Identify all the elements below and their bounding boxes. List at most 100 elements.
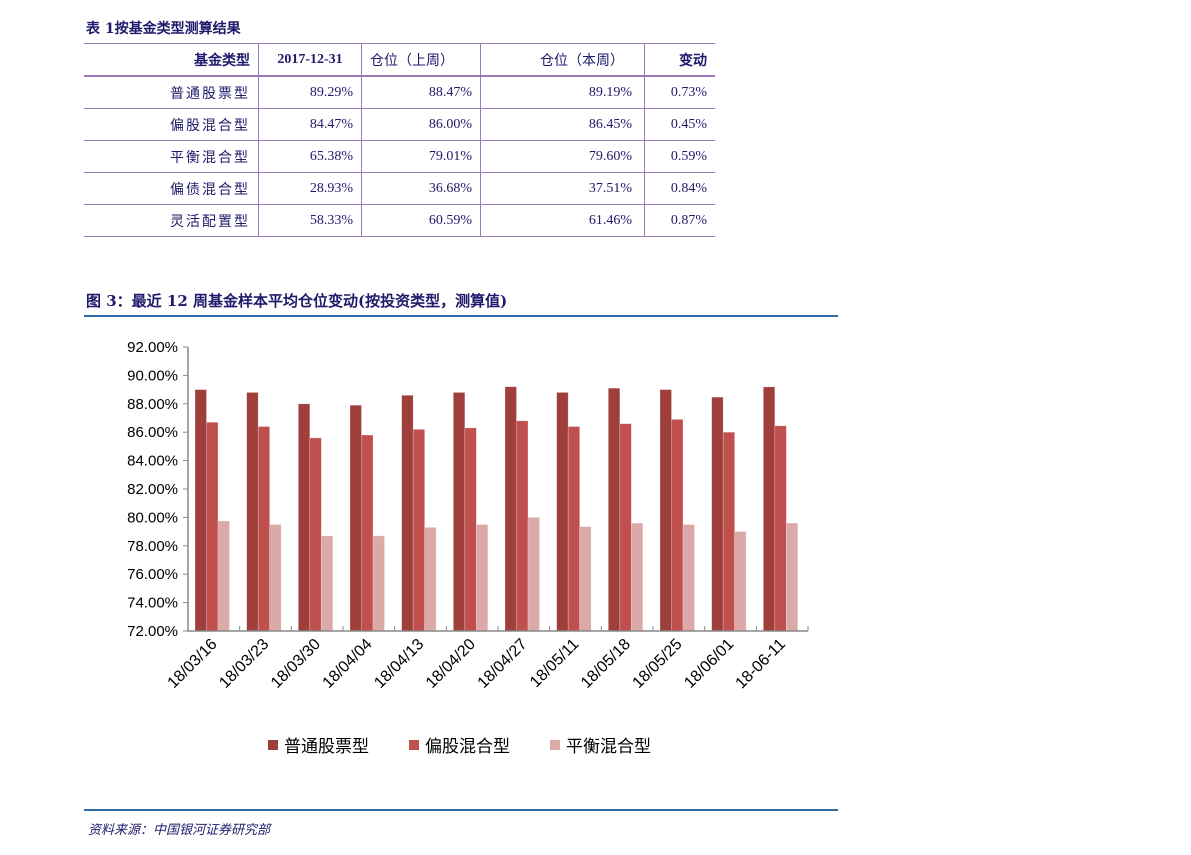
bar [246,392,259,632]
bottom-divider [84,809,838,811]
bar [516,420,529,632]
bar [579,526,592,632]
bar [321,535,334,632]
fund-type-table: 基金类型 2017-12-31 仓位（上周） 仓位（本周） 变动 普通股票型 89… [84,43,715,237]
table-cell: 0.59% [644,140,715,173]
table-title: 表 1按基金类型测算结果 [86,21,241,37]
table-header-row: 基金类型 2017-12-31 仓位（上周） 仓位（本周） 变动 [84,43,715,77]
legend-swatch [409,740,419,750]
y-tick-label: 92.00% [127,339,178,356]
bar [206,421,219,632]
table-cell: 79.60% [480,140,645,173]
x-tick-label: 18/04/04 [320,636,376,692]
y-tick-label: 90.00% [127,367,178,384]
bar [711,396,724,632]
y-tick-label: 86.00% [127,424,178,441]
table-cell: 偏债混合型 [84,172,259,205]
table-cell: 普通股票型 [84,76,259,109]
table-cell: 37.51% [480,172,645,205]
bar [349,404,362,632]
y-tick-label: 74.00% [127,595,178,612]
header-cell: 变动 [644,43,715,77]
bar [786,522,799,632]
table-cell: 偏股混合型 [84,108,259,141]
y-tick-label: 72.00% [127,623,178,640]
table-cell: 0.73% [644,76,715,109]
table-cell: 灵活配置型 [84,204,259,237]
y-tick-label: 80.00% [127,509,178,526]
legend-swatch [550,740,560,750]
y-tick-label: 78.00% [127,538,178,555]
bar [453,392,466,632]
table-cell: 86.45% [480,108,645,141]
bar [659,389,672,632]
y-tick-label: 88.00% [127,396,178,413]
bar [424,527,437,632]
bar [257,426,270,632]
x-tick-label: 18/04/27 [475,636,531,692]
bar [309,437,322,632]
table-cell: 36.68% [361,172,481,205]
table-cell: 0.45% [644,108,715,141]
figure-title: 图 3：最近 12 周基金样本平均仓位变动(按投资类型，测算值) [86,292,508,310]
bar [722,431,735,632]
table-row: 偏股混合型 84.47% 86.00% 86.45% 0.45% [84,108,715,141]
legend-label: 普通股票型 [284,737,369,757]
x-tick-label: 18/04/20 [423,636,479,692]
bar [412,429,425,632]
table-row: 偏债混合型 28.93% 36.68% 37.51% 0.84% [84,172,715,205]
legend-label: 平衡混合型 [566,737,651,757]
bar [361,434,374,632]
bar [372,535,385,632]
table-cell: 65.38% [258,140,362,173]
x-tick-label: 18/05/18 [578,636,634,692]
table-cell: 平衡混合型 [84,140,259,173]
bar [298,403,311,632]
table-row: 平衡混合型 65.38% 79.01% 79.60% 0.59% [84,140,715,173]
x-tick-label: 18/03/23 [216,636,272,692]
x-tick-label: 18/03/16 [165,636,221,692]
y-tick-label: 82.00% [127,481,178,498]
header-cell: 仓位（上周） [361,43,481,77]
x-tick-label: 18/05/11 [527,636,582,691]
table-cell: 89.19% [480,76,645,109]
bar [567,426,580,632]
table-cell: 86.00% [361,108,481,141]
header-cell: 仓位（本周） [480,43,645,77]
x-tick-label: 18/05/25 [630,636,686,692]
table-cell: 0.84% [644,172,715,205]
table-cell: 0.87% [644,204,715,237]
y-tick-label: 76.00% [127,566,178,583]
table-row: 灵活配置型 58.33% 60.59% 61.46% 0.87% [84,204,715,237]
bar [608,387,621,632]
bar [734,531,747,632]
x-tick-label: 18/06/01 [681,636,737,692]
bar [556,392,569,632]
legend-label: 偏股混合型 [425,737,510,757]
bar [464,427,477,632]
bar [504,386,517,632]
table-cell: 79.01% [361,140,481,173]
source-note: 资料来源：中国银河证券研究部 [88,823,271,838]
table-cell: 28.93% [258,172,362,205]
bar [476,524,489,632]
bar [619,423,632,632]
bar [269,524,282,632]
bar [774,425,787,632]
table-cell: 88.47% [361,76,481,109]
x-tick-label: 18/04/13 [371,636,427,692]
table-cell: 84.47% [258,108,362,141]
table-cell: 58.33% [258,204,362,237]
bar [763,386,776,632]
bar [194,389,207,632]
bar [682,524,695,632]
header-cell: 基金类型 [84,43,259,77]
bar [217,520,230,632]
top-divider [84,315,838,317]
table-cell: 61.46% [480,204,645,237]
header-cell: 2017-12-31 [258,43,362,77]
y-tick-label: 84.00% [127,453,178,470]
x-tick-label: 18-06-11 [733,636,790,693]
x-tick-label: 18/03/30 [268,636,324,692]
